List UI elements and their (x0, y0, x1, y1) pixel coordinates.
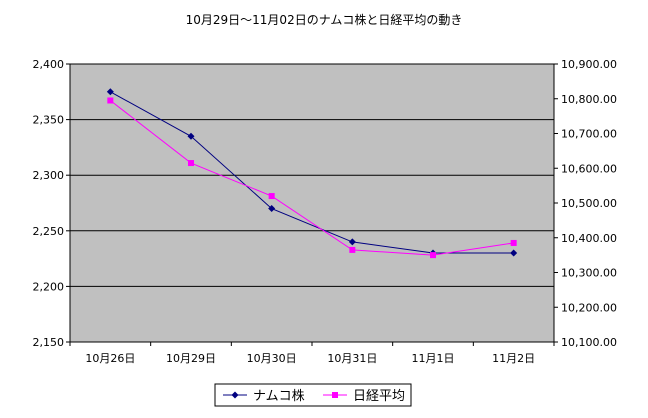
data-point (107, 97, 114, 104)
legend-label: 日経平均 (353, 389, 405, 404)
y-right-tick-label: 10,700.00 (561, 128, 617, 141)
y-left-tick-label: 2,200 (33, 280, 65, 293)
x-tick-label: 11月2日 (492, 352, 535, 365)
y-right-tick-label: 10,200.00 (561, 301, 617, 314)
data-point (510, 239, 517, 246)
y-left-tick-label: 2,400 (33, 58, 65, 71)
y-right-tick-label: 10,900.00 (561, 58, 617, 71)
y-left-tick-label: 2,350 (33, 114, 65, 127)
legend-label: ナムコ株 (253, 389, 305, 404)
data-point (349, 246, 356, 253)
data-point (268, 193, 275, 200)
x-tick-label: 10月31日 (327, 352, 377, 365)
data-point (510, 249, 518, 257)
plot-area: 2,150 2,200 2,250 2,300 2,350 2,400 10,100.00 1… (33, 58, 617, 365)
y-right-tick-label: 10,400.00 (561, 232, 617, 245)
plot-background (69, 63, 555, 343)
data-point (106, 88, 114, 96)
data-point (430, 252, 436, 259)
data-point (188, 160, 194, 167)
x-tick-label: 11月1日 (412, 352, 455, 365)
legend-marker (231, 391, 239, 399)
data-point (348, 238, 356, 246)
x-tick-label: 10月26日 (85, 352, 135, 365)
y-left-tick-label: 2,150 (33, 336, 65, 349)
y-left-tick-label: 2,300 (33, 169, 65, 182)
x-tick-label: 10月30日 (247, 352, 297, 365)
y-right-tick-label: 10,600.00 (561, 162, 617, 175)
x-tick-label: 10月29日 (166, 352, 216, 365)
series-line (110, 100, 514, 256)
y-right-tick-label: 10,500.00 (561, 197, 617, 210)
y-right-tick-label: 10,100.00 (561, 336, 617, 349)
legend: ナムコ株 日経平均 (214, 383, 412, 407)
chart-title: 10月29日～11月02日のナムコ株と日経平均の動き (186, 12, 463, 27)
legend-box (214, 383, 412, 407)
y-left-tick-label: 2,250 (33, 225, 65, 238)
data-point (187, 132, 195, 140)
y-right-tick-label: 10,800.00 (561, 93, 617, 106)
legend-marker (332, 392, 338, 398)
data-point (268, 205, 276, 213)
y-right-tick-label: 10,300.00 (561, 267, 617, 280)
